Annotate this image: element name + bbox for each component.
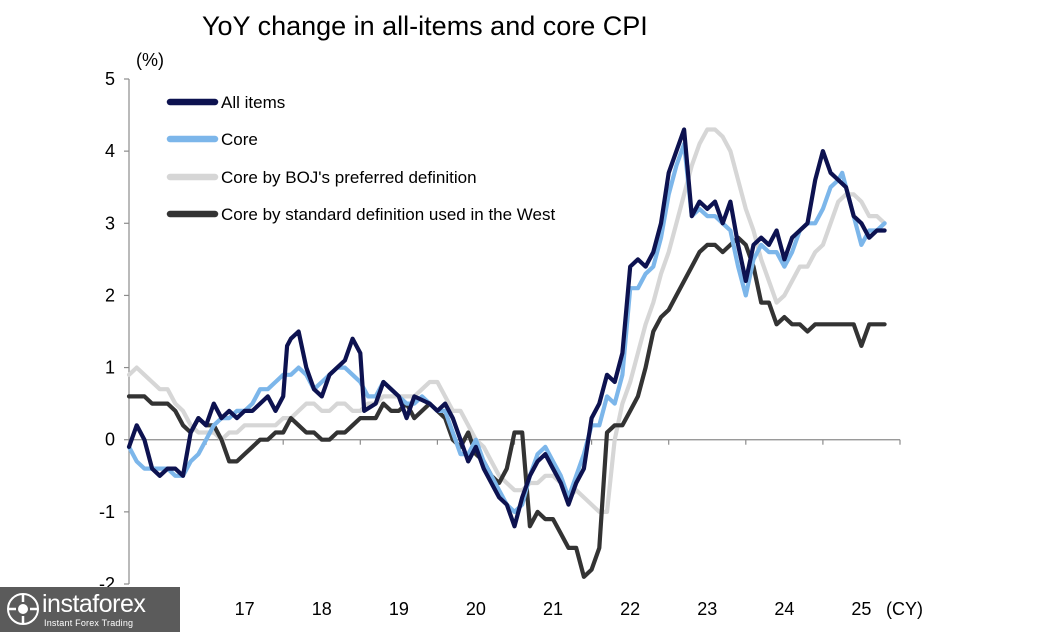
watermark-brand: instaforex [42,590,146,618]
y-tick-label: 5 [105,69,115,89]
y-tick-label: 1 [105,358,115,378]
series-line-2 [126,141,887,514]
x-tick-label: 23 [697,599,717,619]
legend-label: Core by BOJ's preferred definition [221,168,477,187]
series-lines [126,127,887,579]
series-line-4 [126,235,887,579]
series-line-1 [126,127,887,529]
y-tick-label: 2 [105,285,115,305]
y-tick-label: 3 [105,213,115,233]
y-tick-label: 4 [105,141,115,161]
x-tick-label: 18 [312,599,332,619]
instaforex-watermark: instaforex Instant Forex Trading [0,587,180,632]
legend-label: All items [221,93,285,112]
legend: All items Core Core by BOJ's preferred def… [166,93,555,224]
y-axis-unit-label: (%) [136,50,164,70]
chart-title: YoY change in all-items and core CPI [202,11,648,41]
y-tick-label: 0 [105,430,115,450]
x-tick-label: 21 [543,599,563,619]
x-tick-label: 25 [851,599,871,619]
x-axis-unit-label: (CY) [886,599,923,619]
x-tick-label: 22 [620,599,640,619]
instaforex-logo-icon [7,593,39,625]
legend-label: Core [221,130,258,149]
x-tick-label: 17 [235,599,255,619]
x-tick-label: 20 [466,599,486,619]
x-tick-label: 24 [774,599,794,619]
legend-label: Core by standard definition used in the … [221,205,555,224]
y-tick-label: -1 [99,502,115,522]
x-tick-label: 19 [389,599,409,619]
watermark-tagline: Instant Forex Trading [44,618,134,628]
